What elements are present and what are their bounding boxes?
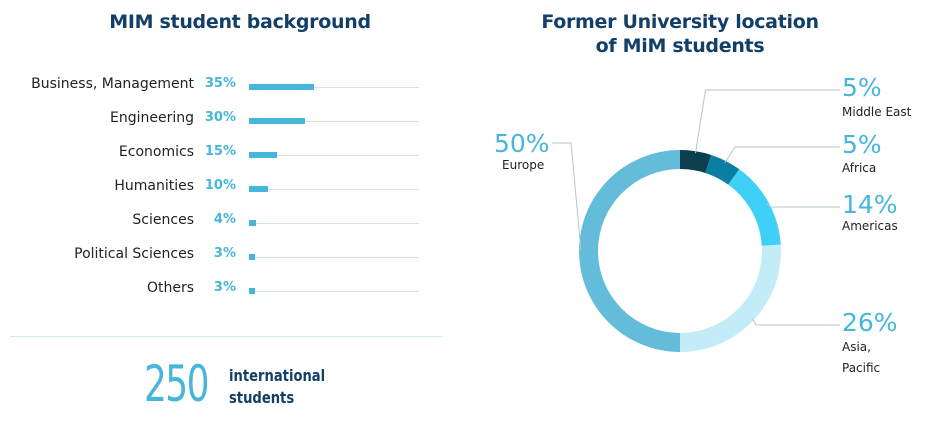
caption-line-2: students	[229, 388, 295, 407]
donut-title-line-2: of MiM students	[595, 35, 765, 57]
bar-row: Humanities 10%	[0, 176, 938, 196]
international-students-caption: international students	[229, 365, 325, 409]
bar	[249, 152, 277, 158]
bar-value-label: 15%	[204, 144, 236, 159]
international-students-count: 250	[144, 355, 209, 413]
donut-title-line-1: Former University location	[541, 11, 819, 33]
bar	[249, 118, 305, 124]
slice-category-label: Africa	[842, 161, 876, 175]
bar-category-label: Economics	[118, 144, 194, 160]
bar-track	[249, 223, 419, 224]
callout-line	[766, 202, 840, 208]
bar-track	[249, 291, 419, 292]
bar-value-label: 30%	[204, 110, 236, 125]
bar	[249, 288, 255, 294]
bar	[249, 84, 314, 90]
bar-track	[249, 155, 419, 156]
bar-track	[249, 87, 419, 88]
bar-category-label: Political Sciences	[74, 246, 194, 262]
bar-row: Economics 15%	[0, 142, 938, 162]
caption-line-1: international	[229, 366, 326, 385]
slice-category-label: Pacific	[842, 361, 880, 375]
bar-row: Political Sciences 3%	[0, 244, 938, 264]
bar	[249, 186, 268, 192]
bar-chart-title: MIM student background	[109, 11, 371, 33]
bar-track	[249, 189, 419, 190]
slice-value-label: 26%	[842, 308, 898, 337]
bar-value-label: 3%	[213, 246, 236, 261]
bar-row: Others 3%	[0, 278, 938, 298]
bar-category-label: Humanities	[114, 178, 194, 194]
bar	[249, 254, 255, 260]
bar-row: Engineering 30%	[0, 108, 938, 128]
callout-line	[751, 318, 840, 326]
bar	[249, 220, 257, 226]
bar-category-label: Sciences	[132, 212, 194, 228]
bar-category-label: Engineering	[110, 110, 194, 126]
bar-row: Sciences 4%	[0, 210, 938, 230]
bar-value-label: 3%	[213, 280, 236, 295]
bar-track	[249, 257, 419, 258]
bar-track	[249, 121, 419, 122]
bar-category-label: Others	[146, 280, 194, 296]
bar-category-label: Business, Management	[31, 76, 194, 92]
slice-category-label: Asia,	[842, 340, 871, 354]
donut-chart-title: Former University location of MiM studen…	[520, 10, 840, 58]
bar-row: Business, Management 35%	[0, 74, 938, 94]
bar-value-label: 10%	[204, 178, 236, 193]
bar-value-label: 35%	[204, 76, 236, 91]
bar-value-label: 4%	[213, 212, 236, 227]
divider	[10, 336, 442, 337]
